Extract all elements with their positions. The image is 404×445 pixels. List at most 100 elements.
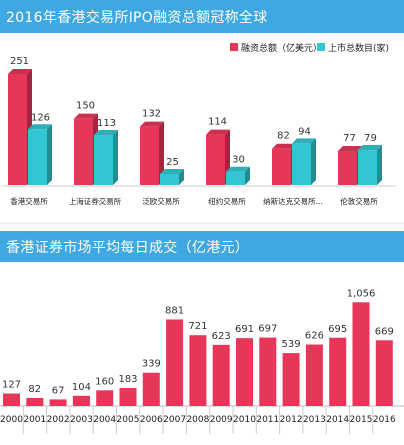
bar-series1-5-top bbox=[338, 145, 362, 151]
bar-series2-0-side bbox=[47, 124, 52, 185]
bar-2000 bbox=[3, 393, 20, 406]
value-label-series2-0: 126 bbox=[31, 112, 50, 123]
bar-series2-3 bbox=[226, 166, 250, 185]
bar-2015 bbox=[352, 302, 370, 406]
legend-swatch-1 bbox=[230, 43, 238, 51]
bar-series2-5-side bbox=[377, 145, 382, 185]
chart2-title: 香港证券市场平均每日成交（亿港元） bbox=[0, 231, 404, 262]
bar-2008 bbox=[189, 335, 207, 406]
category-label-3: 纽约交易所 bbox=[208, 196, 246, 206]
bar-series1-2-front bbox=[140, 126, 159, 185]
category-label-0: 香港交易所 bbox=[10, 196, 48, 206]
value-label-series2-2: 25 bbox=[166, 157, 179, 168]
value-label-2013: 626 bbox=[305, 331, 324, 342]
bar-series1-4-front bbox=[272, 148, 291, 185]
value-label-2004: 160 bbox=[95, 376, 114, 387]
year-label-2008: 2008 bbox=[186, 415, 209, 425]
value-label-2015: 1,056 bbox=[347, 288, 376, 299]
chart1-title: 2016年香港交易所IPO融资总额冠称全球 bbox=[0, 0, 404, 33]
bar-series2-1-side bbox=[113, 130, 118, 185]
bar-2007 bbox=[166, 319, 184, 406]
bar-2003 bbox=[72, 395, 90, 406]
bar-series2-3-side bbox=[245, 166, 250, 185]
bar-2010 bbox=[236, 338, 253, 406]
bar-series1-2-side bbox=[159, 121, 164, 185]
legend-swatch-2 bbox=[317, 43, 325, 51]
value-label-2010: 691 bbox=[235, 324, 254, 335]
legend-label-2: 上市总数目(家) bbox=[328, 42, 389, 54]
value-label-series2-5: 79 bbox=[364, 133, 377, 144]
year-label-2012: 2012 bbox=[280, 415, 303, 425]
value-label-2014: 695 bbox=[328, 324, 347, 335]
bar-2004 bbox=[96, 390, 114, 406]
bar-series2-4-top bbox=[292, 138, 316, 144]
bar-series2-4-side bbox=[311, 138, 316, 185]
bar-2014 bbox=[329, 337, 347, 406]
bar-2009 bbox=[212, 344, 230, 406]
bar-series2-5-top bbox=[358, 145, 382, 151]
bar-2016 bbox=[375, 340, 393, 406]
bar-series2-1-top bbox=[94, 130, 118, 136]
bar-series2-4-front bbox=[292, 143, 311, 185]
year-label-2007: 2007 bbox=[163, 415, 186, 425]
year-label-2011: 2011 bbox=[256, 415, 279, 425]
year-label-2002: 2002 bbox=[47, 415, 70, 425]
bar-series1-1-front bbox=[74, 118, 93, 185]
category-label-5: 伦敦交易所 bbox=[340, 196, 378, 206]
year-label-2014: 2014 bbox=[326, 415, 349, 425]
value-label-2005: 183 bbox=[118, 374, 137, 385]
value-label-2000: 127 bbox=[2, 380, 21, 391]
bar-2002 bbox=[49, 399, 67, 406]
turnover-chart: 127 2000 82 2001 67 2002 104 2003 160 2004 183 2005… bbox=[0, 288, 404, 434]
bar-2012 bbox=[282, 353, 300, 406]
value-label-series2-4: 94 bbox=[298, 126, 311, 137]
bar-series1-3-top bbox=[206, 129, 230, 135]
bar-2013 bbox=[305, 344, 323, 406]
bar-2005 bbox=[119, 388, 137, 406]
value-label-series1-1: 150 bbox=[76, 101, 95, 112]
bar-series1-0-front bbox=[8, 73, 27, 185]
value-label-2001: 82 bbox=[28, 384, 41, 395]
bar-2011 bbox=[259, 337, 277, 406]
value-label-series2-1: 113 bbox=[97, 118, 116, 129]
bar-series1-2-top bbox=[140, 121, 164, 127]
bar-series2-3-top bbox=[226, 166, 250, 172]
value-label-series1-0: 251 bbox=[10, 56, 29, 67]
bar-series1-4-top bbox=[272, 143, 296, 149]
year-label-2000: 2000 bbox=[0, 415, 23, 425]
value-label-series1-5: 77 bbox=[343, 133, 356, 144]
value-label-2002: 67 bbox=[52, 385, 65, 396]
year-label-2004: 2004 bbox=[93, 415, 116, 425]
bar-2006 bbox=[142, 372, 160, 406]
bar-series2-2-side bbox=[179, 168, 184, 185]
bar-series2-2-top bbox=[160, 168, 184, 174]
year-label-2010: 2010 bbox=[233, 415, 256, 425]
bar-series2-0-front bbox=[28, 129, 47, 185]
value-label-series1-4: 82 bbox=[277, 131, 290, 142]
year-label-2009: 2009 bbox=[210, 415, 233, 425]
year-label-2003: 2003 bbox=[70, 415, 93, 425]
value-label-2011: 697 bbox=[258, 324, 277, 335]
year-label-2001: 2001 bbox=[23, 415, 46, 425]
category-label-4: 纳斯达克交易所... bbox=[263, 196, 323, 206]
bar-series2-1-front bbox=[94, 135, 113, 185]
value-label-2012: 539 bbox=[282, 339, 301, 350]
value-label-2007: 881 bbox=[165, 306, 184, 317]
value-label-series1-2: 132 bbox=[142, 109, 161, 120]
category-label-1: 上海证券交易所 bbox=[69, 196, 122, 206]
bar-series2-3-front bbox=[226, 171, 245, 185]
bar-series2-0 bbox=[28, 124, 52, 185]
bar-series1-1-top bbox=[74, 113, 98, 119]
bar-series2-2-front bbox=[160, 173, 179, 185]
value-label-2003: 104 bbox=[72, 382, 91, 393]
bar-series1-5-front bbox=[338, 150, 357, 185]
value-label-2016: 669 bbox=[375, 326, 394, 337]
bar-series1-0-top bbox=[8, 68, 32, 74]
value-label-2006: 339 bbox=[142, 359, 161, 370]
legend-label-1: 融资总额（亿美元） bbox=[241, 42, 322, 54]
year-label-2006: 2006 bbox=[140, 415, 163, 425]
category-label-2: 泛欧交易所 bbox=[142, 196, 180, 206]
bar-series2-5-front bbox=[358, 150, 377, 185]
bar-2001 bbox=[26, 397, 44, 406]
